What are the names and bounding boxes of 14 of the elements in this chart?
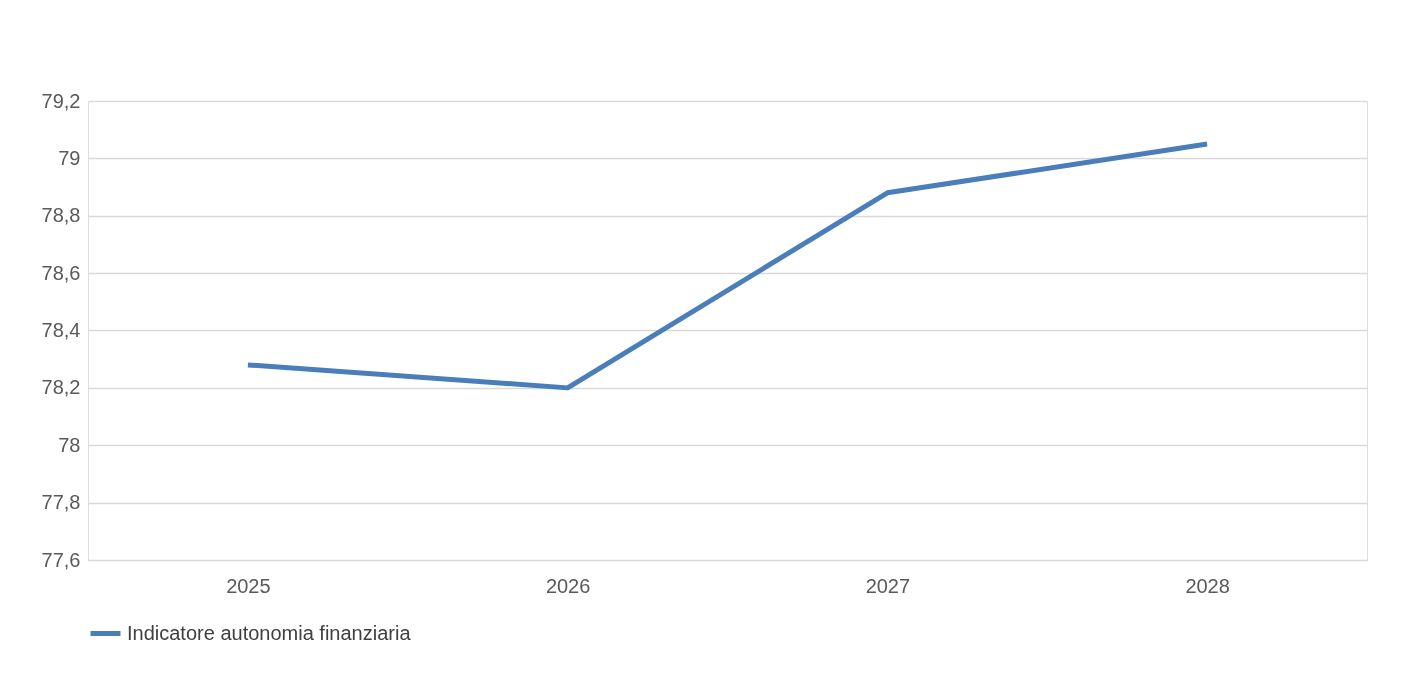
- x-tick-label: 2025: [226, 574, 271, 597]
- legend-label: Indicatore autonomia finanziaria: [127, 621, 412, 644]
- y-tick-label: 79,2: [41, 89, 81, 112]
- y-tick-label: 78,4: [41, 319, 81, 341]
- y-tick-label: 78,8: [41, 204, 81, 227]
- x-tick-label: 2028: [1185, 574, 1230, 597]
- x-tick-label: 2027: [865, 574, 911, 597]
- x-tick-label: 2026: [545, 574, 591, 597]
- y-tick-label: 77,8: [41, 491, 81, 514]
- y-tick-label: 78,2: [41, 376, 81, 399]
- y-tick-label: 77,6: [41, 548, 81, 571]
- y-tick-label: 78,6: [41, 261, 81, 284]
- y-tick-label: 78: [58, 433, 81, 456]
- y-tick-label: 79: [58, 146, 81, 169]
